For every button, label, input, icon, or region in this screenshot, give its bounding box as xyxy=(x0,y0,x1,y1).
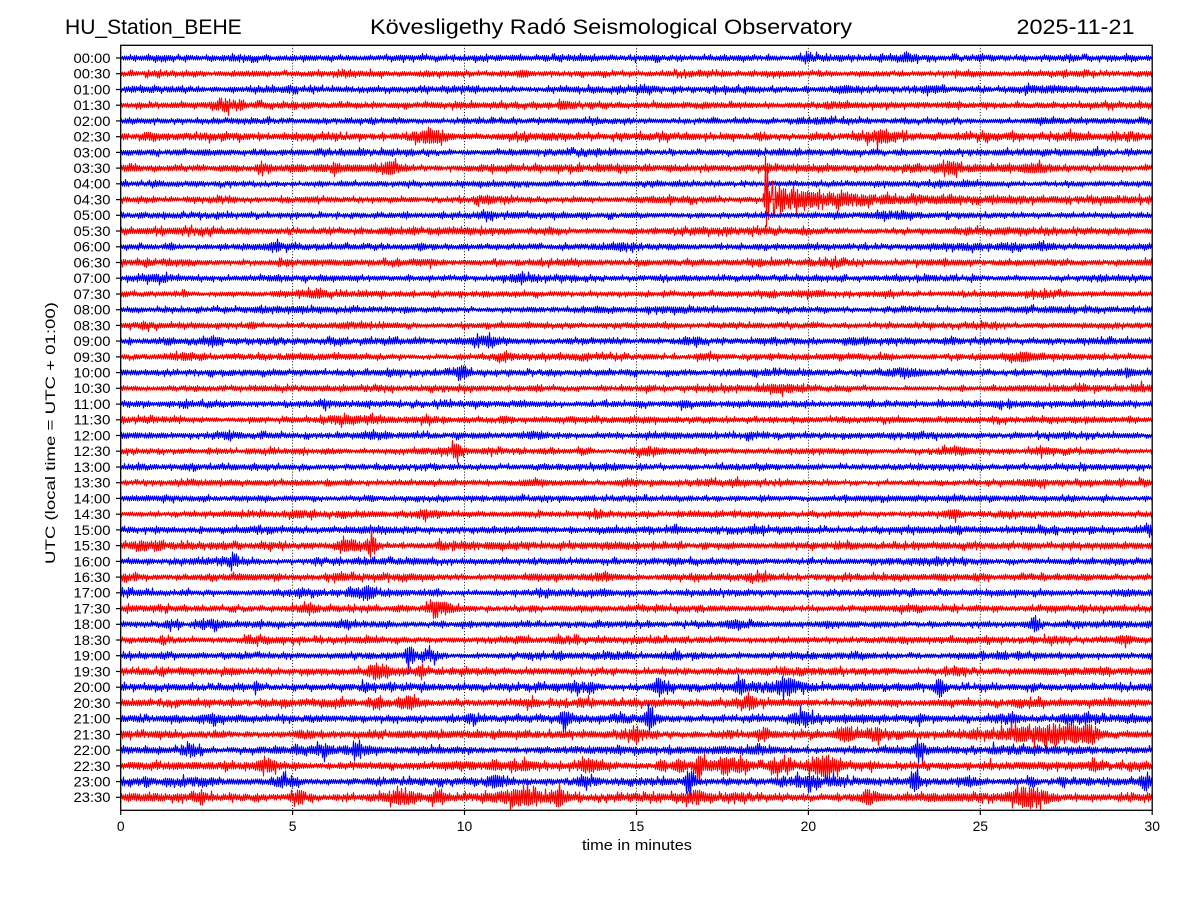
svg-text:30: 30 xyxy=(1144,818,1160,834)
svg-text:09:30: 09:30 xyxy=(74,349,111,365)
svg-text:11:00: 11:00 xyxy=(74,396,111,412)
svg-text:2025-11-21: 2025-11-21 xyxy=(1017,16,1135,39)
svg-text:12:00: 12:00 xyxy=(74,427,111,443)
svg-text:UTC (local time = UTC + 01:00): UTC (local time = UTC + 01:00) xyxy=(43,302,58,564)
svg-text:17:30: 17:30 xyxy=(74,601,111,617)
svg-text:05:30: 05:30 xyxy=(74,223,111,239)
svg-text:0: 0 xyxy=(117,818,125,834)
svg-text:Kövesligethy Radó Seismologica: Kövesligethy Radó Seismological Observat… xyxy=(370,16,853,39)
svg-text:02:30: 02:30 xyxy=(74,129,111,145)
svg-text:06:00: 06:00 xyxy=(74,239,111,255)
svg-text:23:00: 23:00 xyxy=(74,774,111,790)
svg-text:25: 25 xyxy=(973,818,989,834)
svg-text:14:00: 14:00 xyxy=(74,490,111,506)
svg-text:08:30: 08:30 xyxy=(74,317,111,333)
svg-text:15:00: 15:00 xyxy=(74,522,111,538)
svg-text:15:30: 15:30 xyxy=(74,538,111,554)
svg-text:16:00: 16:00 xyxy=(74,553,111,569)
svg-text:03:30: 03:30 xyxy=(74,160,111,176)
svg-text:23:30: 23:30 xyxy=(74,789,111,805)
svg-text:01:30: 01:30 xyxy=(74,97,111,113)
svg-text:5: 5 xyxy=(289,818,297,834)
svg-text:07:00: 07:00 xyxy=(74,270,111,286)
svg-text:16:30: 16:30 xyxy=(74,569,111,585)
svg-text:07:30: 07:30 xyxy=(74,286,111,302)
svg-text:06:30: 06:30 xyxy=(74,254,111,270)
svg-text:08:00: 08:00 xyxy=(74,302,111,318)
svg-text:03:00: 03:00 xyxy=(74,144,111,160)
svg-text:09:00: 09:00 xyxy=(74,333,111,349)
svg-text:13:00: 13:00 xyxy=(74,459,111,475)
svg-text:17:00: 17:00 xyxy=(74,585,111,601)
svg-text:20: 20 xyxy=(801,818,817,834)
svg-text:18:30: 18:30 xyxy=(74,632,111,648)
svg-text:05:00: 05:00 xyxy=(74,207,111,223)
svg-text:01:00: 01:00 xyxy=(74,81,111,97)
svg-text:12:30: 12:30 xyxy=(74,443,111,459)
svg-text:22:00: 22:00 xyxy=(74,742,111,758)
svg-text:04:00: 04:00 xyxy=(74,176,111,192)
svg-text:20:00: 20:00 xyxy=(74,679,111,695)
svg-text:00:30: 00:30 xyxy=(74,66,111,82)
svg-text:time in minutes: time in minutes xyxy=(582,838,692,854)
svg-text:00:00: 00:00 xyxy=(74,50,111,66)
svg-text:21:00: 21:00 xyxy=(74,711,111,727)
svg-text:15: 15 xyxy=(629,818,645,834)
svg-text:HU_Station_BEHE: HU_Station_BEHE xyxy=(65,16,242,39)
svg-text:20:30: 20:30 xyxy=(74,695,111,711)
svg-text:10: 10 xyxy=(457,818,473,834)
svg-text:11:30: 11:30 xyxy=(74,412,111,428)
svg-text:22:30: 22:30 xyxy=(74,758,111,774)
svg-text:10:00: 10:00 xyxy=(74,365,111,381)
svg-text:21:30: 21:30 xyxy=(74,726,111,742)
svg-text:19:00: 19:00 xyxy=(74,648,111,664)
svg-text:18:00: 18:00 xyxy=(74,616,111,632)
svg-text:14:30: 14:30 xyxy=(74,506,111,522)
svg-text:04:30: 04:30 xyxy=(74,192,111,208)
svg-text:02:00: 02:00 xyxy=(74,113,111,129)
svg-text:10:30: 10:30 xyxy=(74,380,111,396)
svg-text:13:30: 13:30 xyxy=(74,475,111,491)
svg-text:19:30: 19:30 xyxy=(74,663,111,679)
